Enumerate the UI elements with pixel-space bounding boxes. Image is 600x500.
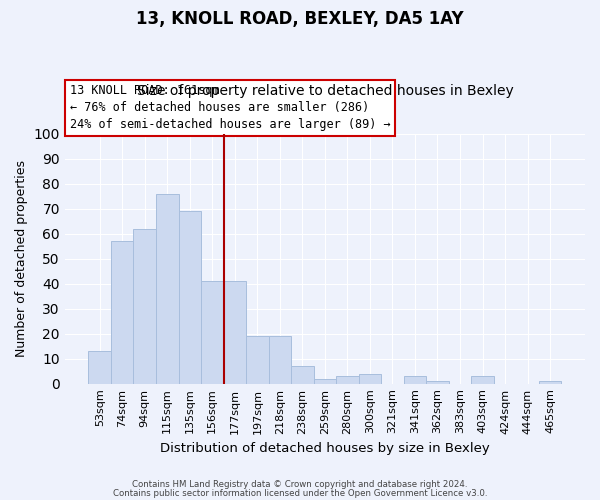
Bar: [269, 336, 291, 384]
Bar: [404, 376, 426, 384]
Text: 13, KNOLL ROAD, BEXLEY, DA5 1AY: 13, KNOLL ROAD, BEXLEY, DA5 1AY: [136, 10, 464, 28]
Text: 13 KNOLL ROAD: 161sqm
← 76% of detached houses are smaller (286)
24% of semi-det: 13 KNOLL ROAD: 161sqm ← 76% of detached …: [70, 84, 391, 132]
Bar: [201, 282, 224, 384]
Bar: [179, 212, 201, 384]
Y-axis label: Number of detached properties: Number of detached properties: [15, 160, 28, 358]
Title: Size of property relative to detached houses in Bexley: Size of property relative to detached ho…: [137, 84, 513, 98]
Bar: [336, 376, 359, 384]
Bar: [88, 351, 111, 384]
Bar: [291, 366, 314, 384]
Bar: [539, 381, 562, 384]
Bar: [426, 381, 449, 384]
Bar: [246, 336, 269, 384]
Bar: [156, 194, 179, 384]
X-axis label: Distribution of detached houses by size in Bexley: Distribution of detached houses by size …: [160, 442, 490, 455]
Bar: [224, 282, 246, 384]
Bar: [133, 229, 156, 384]
Bar: [471, 376, 494, 384]
Bar: [111, 242, 133, 384]
Text: Contains public sector information licensed under the Open Government Licence v3: Contains public sector information licen…: [113, 488, 487, 498]
Text: Contains HM Land Registry data © Crown copyright and database right 2024.: Contains HM Land Registry data © Crown c…: [132, 480, 468, 489]
Bar: [359, 374, 381, 384]
Bar: [314, 378, 336, 384]
